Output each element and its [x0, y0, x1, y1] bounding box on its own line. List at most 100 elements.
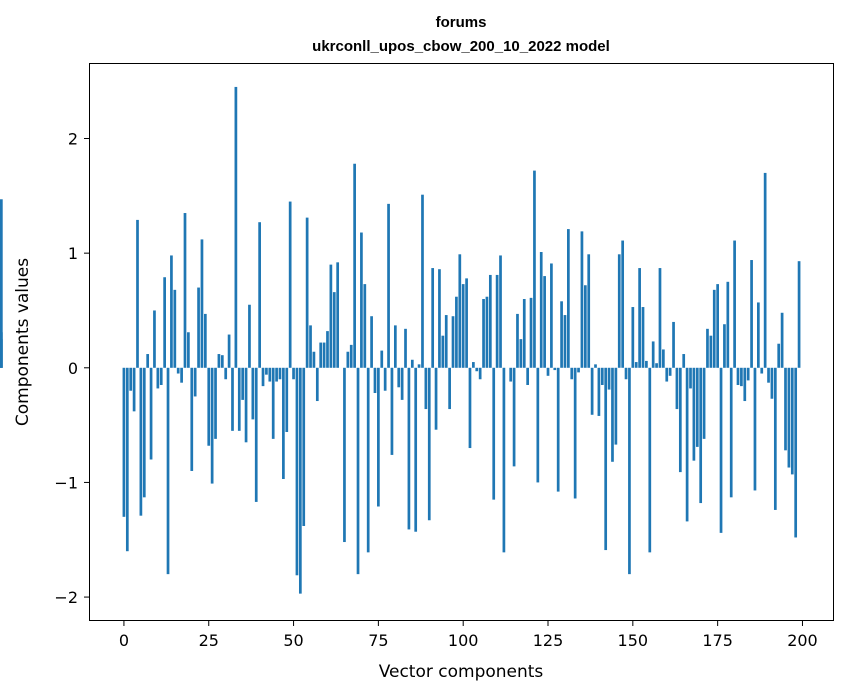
bar-component-185	[750, 260, 753, 368]
bar-component-14	[170, 255, 173, 368]
x-tick-label: 50	[283, 631, 303, 650]
bar-component-43	[268, 367, 272, 382]
y-tick-label: 0	[68, 359, 78, 378]
bar-component-155	[648, 367, 652, 553]
bar-component-undefined	[0, 199, 3, 368]
bar-component-102	[468, 367, 472, 449]
bar-component-124	[543, 276, 546, 368]
bar-component-45	[275, 367, 278, 382]
bar-component-177	[723, 324, 726, 368]
bar-component-131	[567, 229, 570, 368]
bar-component-30	[224, 367, 228, 380]
bar-component-74	[373, 367, 377, 394]
bar-component-51	[295, 367, 299, 576]
bar-component-69	[356, 367, 360, 575]
bar-component-79	[390, 367, 394, 455]
bar-component-182	[740, 367, 743, 387]
bar-component-40	[258, 222, 261, 368]
bar-component-112	[502, 367, 506, 553]
bar-component-174	[712, 289, 716, 368]
bar-component-157	[655, 363, 658, 368]
bar-component-76	[380, 350, 384, 368]
bar-component-187	[757, 302, 760, 368]
bar-component-53	[302, 367, 306, 526]
bar-component-183	[743, 367, 747, 402]
bar-component-87	[417, 364, 421, 368]
bar-component-128	[556, 367, 560, 492]
bar-component-199	[797, 261, 801, 368]
bar-component-67	[349, 344, 353, 368]
bar-component-36	[244, 367, 248, 443]
bar-component-3	[132, 367, 136, 412]
bar-component-119	[526, 367, 530, 385]
bar-component-116	[516, 313, 519, 368]
bar-component-10	[156, 367, 160, 389]
bar-component-92	[434, 367, 438, 430]
bar-component-35	[241, 367, 245, 400]
bar-component-108	[488, 274, 492, 368]
bar-component-63	[336, 262, 340, 368]
bar-component-29	[220, 355, 224, 368]
bar-component-164	[678, 367, 682, 473]
bar-component-170	[699, 367, 703, 504]
bars-group	[0, 86, 801, 594]
x-axis-label: Vector components	[379, 662, 544, 682]
bar-component-172	[706, 328, 709, 368]
bar-component-190	[767, 367, 770, 383]
bar-component-173	[709, 335, 713, 368]
bar-component-37	[248, 304, 251, 368]
bar-component-66	[346, 351, 350, 368]
bar-component-101	[465, 278, 468, 368]
bar-component-180	[733, 240, 736, 368]
bar-component-95	[444, 315, 448, 368]
bar-component-151	[634, 362, 638, 368]
bar-component-145	[614, 367, 618, 445]
bar-component-24	[203, 313, 207, 368]
bar-component-33	[234, 86, 238, 368]
bar-component-150	[631, 307, 635, 368]
bar-component-148	[624, 367, 628, 380]
bar-component-171	[702, 367, 706, 439]
bar-component-197	[790, 367, 794, 475]
bar-component-198	[794, 367, 798, 538]
bar-component-34	[237, 367, 241, 431]
bar-component-55	[309, 325, 312, 368]
bar-component-68	[353, 163, 356, 368]
bar-component-117	[519, 339, 523, 368]
x-tick-label: 0	[119, 631, 129, 650]
bar-component-135	[580, 231, 584, 368]
bar-component-65	[343, 367, 346, 543]
bar-component-144	[611, 367, 614, 462]
bar-component-105	[478, 367, 482, 380]
y-tick-label: −1	[54, 473, 78, 492]
bar-component-26	[210, 367, 214, 484]
y-axis-label: Components values	[13, 258, 33, 426]
bar-component-13	[166, 367, 170, 575]
bar-component-93	[438, 269, 441, 368]
bar-component-153	[641, 307, 645, 368]
bar-component-20	[190, 367, 194, 471]
bar-component-100	[461, 284, 465, 368]
bar-component-168	[692, 367, 696, 461]
bar-component-41	[261, 367, 265, 387]
bar-component-78	[387, 203, 390, 368]
bar-component-146	[617, 254, 621, 368]
bar-component-141	[600, 367, 604, 385]
bar-component-32	[231, 367, 234, 431]
bar-component-163	[675, 367, 679, 410]
bar-component-90	[427, 367, 431, 521]
bar-component-72	[366, 367, 370, 553]
bar-component-50	[292, 367, 295, 380]
bar-component-6	[142, 367, 146, 498]
bar-component-77	[383, 367, 387, 391]
bar-component-161	[668, 367, 672, 376]
bar-component-52	[298, 367, 302, 594]
bar-component-106	[482, 299, 485, 368]
bar-component-21	[193, 367, 197, 397]
y-axis-ticks: −2 −1 0 1 2	[54, 130, 90, 607]
bar-component-47	[282, 367, 285, 479]
bar-component-71	[363, 284, 367, 368]
chart-title-line-1: forums	[436, 14, 487, 31]
bar-component-189	[763, 172, 767, 368]
